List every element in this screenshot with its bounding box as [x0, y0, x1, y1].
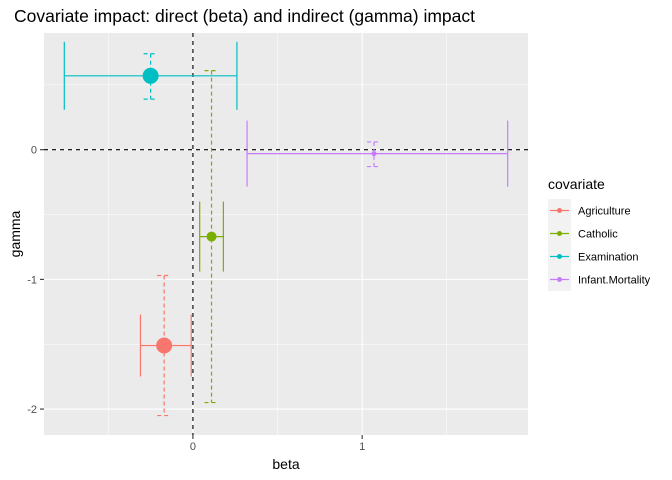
chart-title: Covariate impact: direct (beta) and indi…: [14, 6, 475, 26]
legend-items: Agriculture Catholic Examination Infant.Mor…: [548, 199, 651, 291]
series-examination: [63, 41, 238, 110]
x-tick-label: 1: [359, 441, 365, 453]
legend-item-agriculture: Agriculture: [548, 199, 631, 222]
point-infant-mortality: [371, 151, 377, 157]
x-tick-label: 0: [190, 441, 196, 453]
legend-title: covariate: [548, 176, 605, 192]
legend-label: Infant.Mortality: [578, 275, 651, 287]
legend-key-point: [557, 277, 562, 282]
legend-label: Examination: [578, 252, 639, 264]
legend-key-point: [557, 231, 562, 236]
point-catholic: [206, 231, 217, 242]
point-examination: [142, 67, 159, 84]
axes: 0 1 0 -1 -2: [27, 145, 365, 453]
legend-label: Agriculture: [578, 206, 631, 218]
point-agriculture: [156, 337, 173, 354]
legend-item-examination: Examination: [548, 245, 639, 268]
y-tick-label: -2: [27, 404, 37, 416]
x-axis-title: beta: [272, 456, 299, 472]
series-agriculture: [139, 274, 192, 417]
legend-key-point: [557, 254, 562, 259]
legend-item-catholic: Catholic: [548, 222, 618, 245]
legend-item-infant-mortality: Infant.Mortality: [548, 268, 651, 291]
reference-lines: [44, 33, 528, 435]
legend: covariate Agriculture Catholic Examination…: [548, 176, 651, 291]
data-layer: [63, 41, 509, 417]
legend-label: Catholic: [578, 229, 618, 241]
plot-panel: [44, 33, 528, 435]
legend-key-point: [557, 208, 562, 213]
series-infant-mortality: [246, 120, 509, 187]
series-catholic: [199, 70, 224, 404]
y-tick-label: 0: [31, 145, 37, 157]
y-axis-title: gamma: [7, 210, 23, 257]
y-tick-label: -1: [27, 274, 37, 286]
